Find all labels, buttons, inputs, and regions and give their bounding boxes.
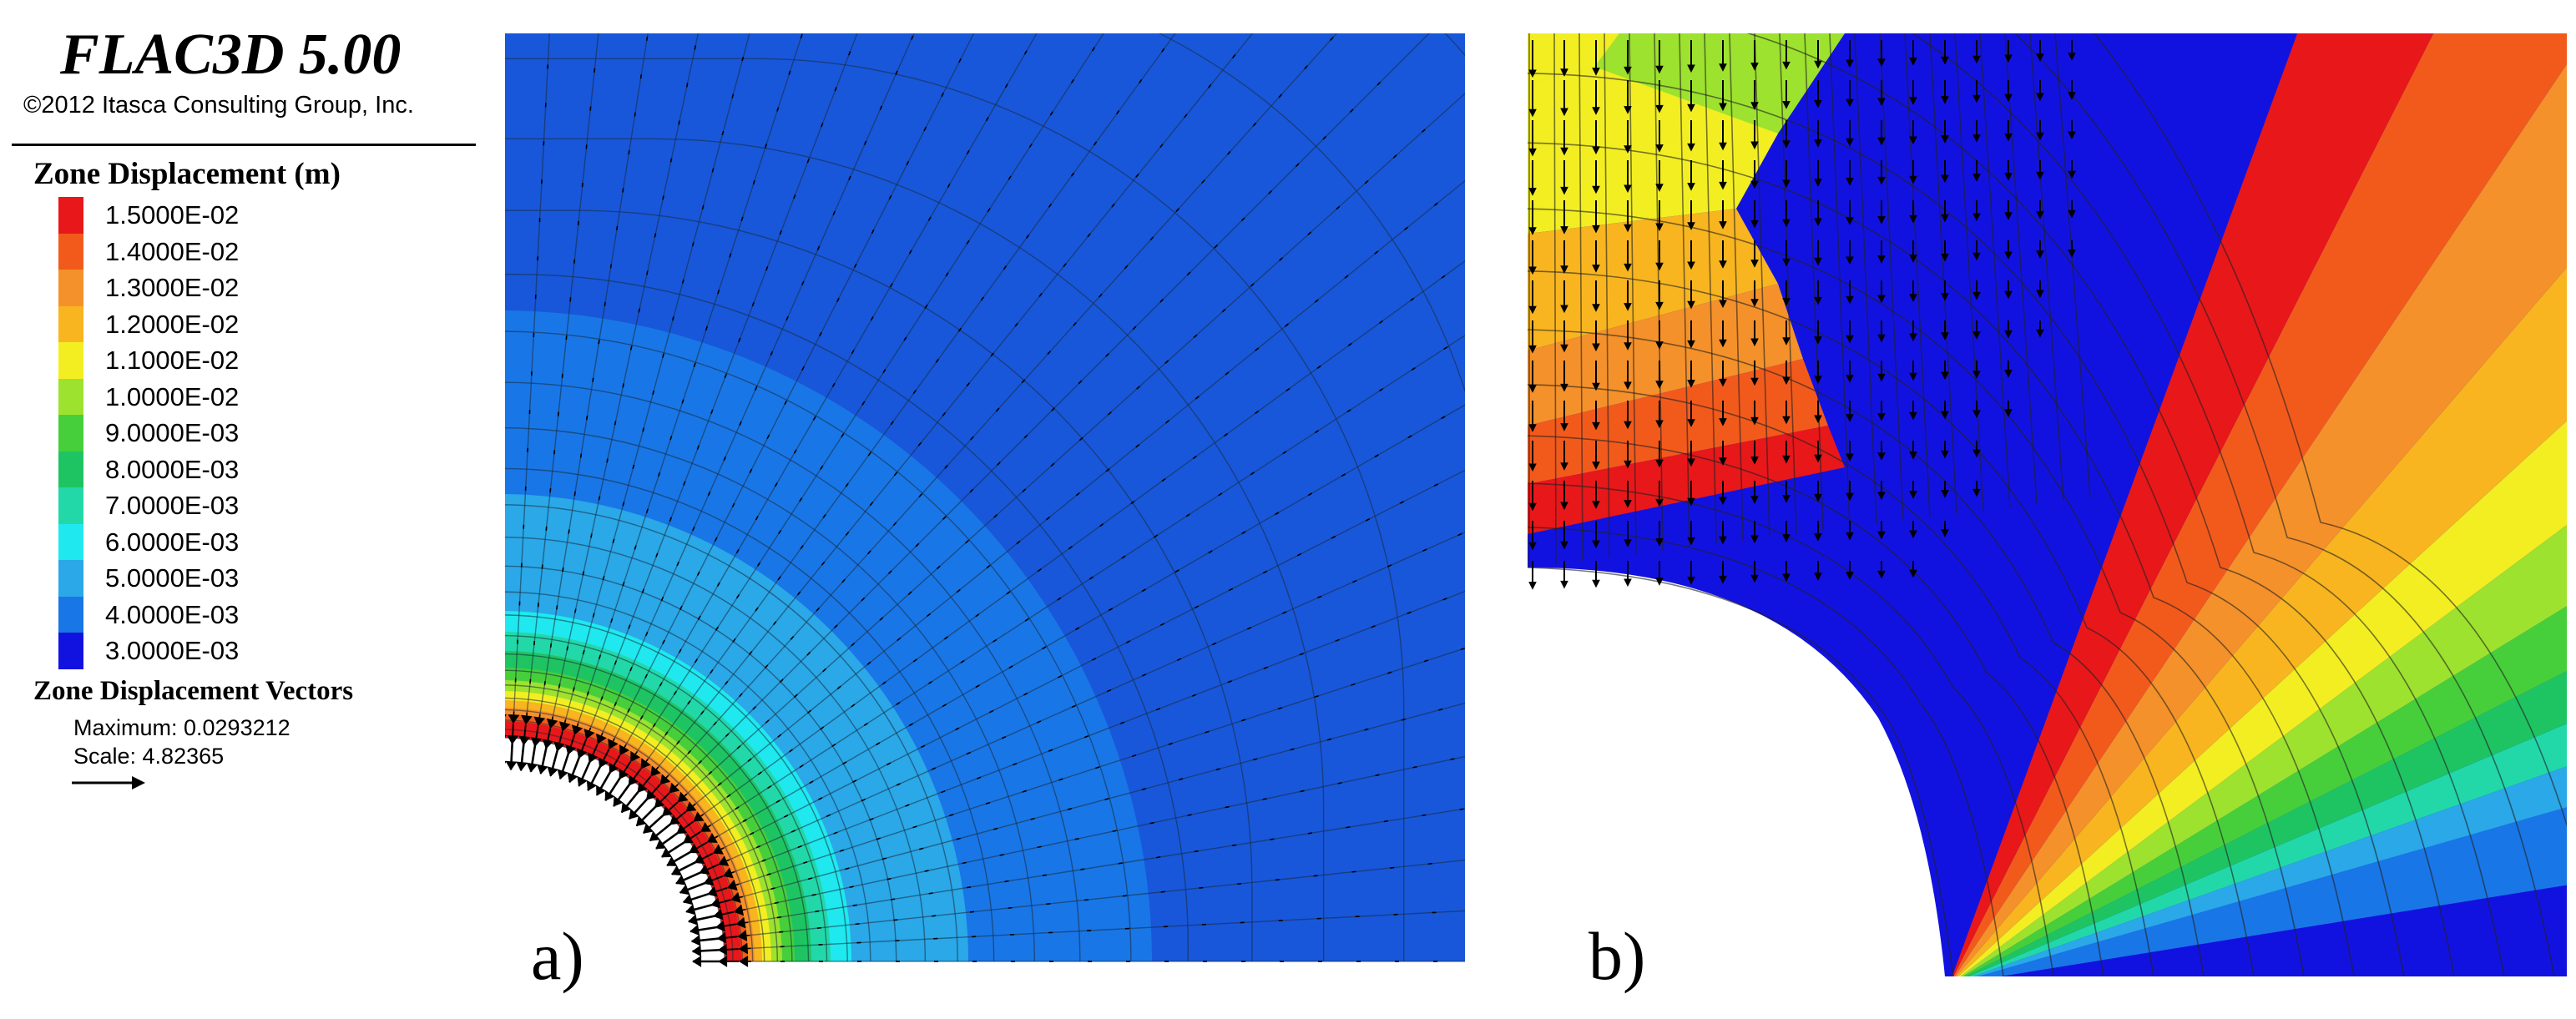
displacement-vectors (1528, 40, 2076, 590)
legend-label: 1.5000E-02 (105, 200, 240, 230)
contour-band (1954, 63, 2567, 976)
legend-label: 6.0000E-03 (105, 527, 240, 557)
vector-arrow-icon (72, 776, 145, 789)
legend-swatch (58, 378, 83, 415)
vectors-heading: Zone Displacement Vectors (33, 676, 354, 706)
vectors-scale: Scale: 4.82365 (73, 744, 225, 769)
legend-label: 3.0000E-03 (105, 636, 240, 665)
panel-a-label: a) (531, 918, 584, 994)
legend-label: 1.3000E-02 (105, 273, 240, 302)
legend-swatch (58, 596, 83, 633)
contour-band (1957, 421, 2567, 976)
legend-swatch (58, 342, 83, 379)
legend-swatch (58, 451, 83, 487)
legend-label: 9.0000E-03 (105, 418, 240, 447)
legend-heading: Zone Displacement (m) (33, 157, 341, 191)
panel-b-contour (1528, 33, 2567, 976)
legend-swatch (58, 487, 83, 524)
divider (12, 144, 476, 146)
displacement-vectors (505, 33, 1465, 967)
legend-swatch (58, 305, 83, 342)
app-title: FLAC3D 5.00 (60, 23, 402, 87)
panel-b-label: b) (1589, 918, 1646, 994)
legend-swatch (58, 523, 83, 560)
legend-label: 5.0000E-03 (105, 563, 240, 593)
panel-a-contour (505, 33, 1465, 976)
contour-band (1953, 33, 2567, 976)
legend-label: 1.4000E-02 (105, 236, 240, 266)
legend-label: 1.0000E-02 (105, 381, 240, 411)
copyright-text: ©2012 Itasca Consulting Group, Inc. (23, 92, 414, 119)
legend-swatch (58, 270, 83, 306)
tunnel-opening (505, 738, 725, 976)
legend-swatch (58, 633, 83, 669)
mesh (1528, 33, 2567, 976)
legend-label: 1.1000E-02 (105, 346, 240, 375)
legend-swatch (58, 560, 83, 597)
legend-swatch (58, 415, 83, 451)
contour-band (1952, 33, 2434, 976)
legend-label: 7.0000E-03 (105, 491, 240, 520)
legend-swatch (58, 233, 83, 270)
legend-label: 4.0000E-03 (105, 599, 240, 629)
legend-label: 1.2000E-02 (105, 309, 240, 339)
vectors-maximum: Maximum: 0.0293212 (73, 715, 290, 740)
tunnel-opening (1528, 568, 1945, 976)
legend-panel: FLAC3D 5.00 ©2012 Itasca Consulting Grou… (0, 0, 501, 1019)
legend-label: 8.0000E-03 (105, 454, 240, 484)
legend-swatch (58, 197, 83, 234)
